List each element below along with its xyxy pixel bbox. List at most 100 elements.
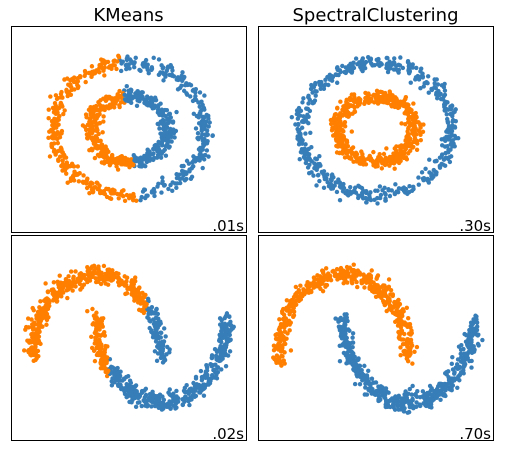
data-point <box>416 120 421 125</box>
data-point <box>416 182 421 187</box>
data-point <box>127 286 133 291</box>
data-point <box>207 120 212 125</box>
data-point <box>387 163 392 168</box>
data-point <box>373 164 378 169</box>
data-point <box>62 155 67 160</box>
data-point <box>343 272 348 278</box>
data-point <box>328 117 334 123</box>
data-point <box>366 381 371 386</box>
data-point <box>46 297 51 303</box>
data-point <box>59 294 64 299</box>
data-point <box>337 127 342 133</box>
data-point <box>304 158 309 163</box>
data-point <box>422 391 427 397</box>
data-point <box>149 100 155 105</box>
data-point <box>330 74 335 80</box>
data-point <box>396 393 402 398</box>
data-point <box>283 316 289 321</box>
data-point <box>421 84 426 89</box>
data-point <box>432 77 437 82</box>
data-point <box>115 167 121 172</box>
data-point <box>51 280 57 285</box>
data-point <box>395 158 400 163</box>
data-point <box>344 312 349 317</box>
data-point <box>332 273 338 279</box>
data-point <box>387 298 392 304</box>
data-point <box>321 172 326 177</box>
data-point <box>398 150 403 155</box>
data-point <box>435 82 441 87</box>
data-point <box>144 156 149 161</box>
data-point <box>333 117 338 123</box>
data-point <box>136 307 142 313</box>
data-point <box>319 82 325 88</box>
data-point <box>148 103 154 109</box>
data-point <box>101 263 107 269</box>
data-point <box>277 327 282 333</box>
data-point <box>132 155 138 160</box>
data-point <box>382 392 388 398</box>
data-point <box>446 134 451 139</box>
data-point <box>343 190 348 196</box>
data-point <box>105 355 110 360</box>
data-point <box>62 77 67 82</box>
data-point <box>456 344 462 349</box>
data-point <box>136 94 141 99</box>
data-point <box>451 141 456 146</box>
data-point <box>72 171 78 176</box>
data-point <box>351 262 356 267</box>
data-point <box>418 137 423 143</box>
data-point <box>406 315 411 321</box>
data-point <box>144 159 150 165</box>
data-point <box>123 282 129 288</box>
data-point <box>98 366 104 371</box>
data-point <box>220 324 225 329</box>
data-point <box>472 347 477 352</box>
data-point <box>117 104 122 110</box>
data-point <box>31 308 36 313</box>
data-point <box>129 95 135 101</box>
data-point <box>88 180 94 185</box>
data-point <box>445 381 451 386</box>
data-point <box>154 358 160 364</box>
data-point <box>352 354 357 360</box>
data-point <box>387 307 392 312</box>
data-point <box>96 131 101 137</box>
data-point <box>314 157 320 162</box>
data-point <box>450 113 455 119</box>
data-point <box>321 185 327 191</box>
data-point <box>331 268 336 274</box>
data-point <box>99 149 104 155</box>
data-point <box>133 275 138 280</box>
data-point <box>367 57 372 62</box>
data-point <box>43 281 48 286</box>
data-point <box>119 61 124 66</box>
data-point <box>55 129 60 135</box>
data-point <box>435 384 441 389</box>
data-point <box>160 360 166 365</box>
data-point <box>367 285 372 290</box>
data-point <box>320 268 326 274</box>
data-point <box>368 280 373 285</box>
data-point <box>21 348 27 353</box>
data-point <box>55 140 61 146</box>
data-point <box>63 277 69 282</box>
data-point <box>92 341 97 346</box>
data-point <box>101 316 106 321</box>
data-point <box>399 121 404 126</box>
data-point <box>346 347 351 353</box>
data-point <box>401 155 407 160</box>
data-point <box>407 404 413 410</box>
data-point <box>137 97 142 103</box>
data-point <box>362 285 367 290</box>
data-point <box>398 155 403 160</box>
data-point <box>379 385 384 390</box>
data-point <box>291 300 296 306</box>
data-point <box>46 135 51 141</box>
data-point <box>196 115 201 120</box>
data-point <box>359 194 365 199</box>
data-point <box>439 384 445 389</box>
data-point <box>85 265 90 270</box>
data-point <box>28 346 34 351</box>
data-point <box>335 106 340 111</box>
